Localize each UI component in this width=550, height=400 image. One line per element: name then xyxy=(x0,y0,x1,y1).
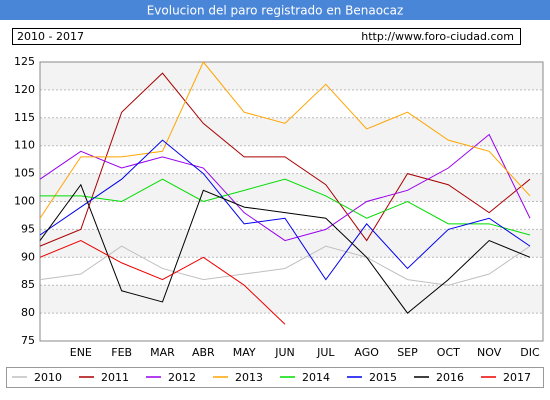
x-tick-label: MAY xyxy=(233,346,256,359)
y-tick-label: 105 xyxy=(14,167,35,180)
series-line xyxy=(39,139,531,281)
chart-title: Evolucion del paro registrado en Benaoca… xyxy=(147,4,404,18)
x-tick-label: JUN xyxy=(274,346,295,359)
series-line xyxy=(39,61,531,219)
legend-label: 2014 xyxy=(302,371,330,384)
x-tick-label: MAR xyxy=(150,346,175,359)
series-line xyxy=(39,133,531,242)
y-tick-label: 110 xyxy=(14,139,35,152)
legend-label: 2015 xyxy=(369,371,397,384)
y-tick-label: 120 xyxy=(14,83,35,96)
source: http://www.foro-ciudad.com xyxy=(361,30,514,43)
legend-label: 2010 xyxy=(34,371,62,384)
series-line xyxy=(39,183,531,314)
x-tick-label: NOV xyxy=(477,346,502,359)
y-tick-label: 75 xyxy=(21,334,35,347)
grid-band xyxy=(40,117,543,146)
subtitle: 2010 - 2017 xyxy=(17,30,84,43)
x-tick-label: ABR xyxy=(192,346,215,359)
grid-band xyxy=(40,62,543,90)
grid-band xyxy=(40,229,543,258)
y-tick-label: 95 xyxy=(21,222,35,235)
legend-label: 2012 xyxy=(168,371,196,384)
legend-label: 2013 xyxy=(235,371,263,384)
series-line xyxy=(39,72,531,247)
subtitle-box xyxy=(12,28,521,45)
y-tick-label: 80 xyxy=(21,306,35,319)
legend-label: 2011 xyxy=(101,371,129,384)
x-tick-label: FEB xyxy=(111,346,132,359)
x-tick-label: SEP xyxy=(397,346,418,359)
x-tick-label: DIC xyxy=(520,346,540,359)
x-tick-label: JUL xyxy=(316,346,335,359)
x-tick-label: AGO xyxy=(354,346,379,359)
series-line xyxy=(39,240,286,325)
y-tick-label: 85 xyxy=(21,278,35,291)
x-tick-label: ENE xyxy=(70,346,92,359)
legend xyxy=(6,367,544,388)
x-tick-label: OCT xyxy=(437,346,460,359)
y-tick-label: 100 xyxy=(14,195,35,208)
legend-label: 2017 xyxy=(503,371,531,384)
plot-frame xyxy=(39,61,544,342)
y-tick-label: 90 xyxy=(21,250,35,263)
grid-band xyxy=(40,173,543,202)
y-tick-label: 125 xyxy=(14,55,35,68)
grid-band xyxy=(40,285,543,314)
y-tick-label: 115 xyxy=(14,111,35,124)
legend-label: 2016 xyxy=(436,371,464,384)
series-line xyxy=(40,178,531,236)
title-bar xyxy=(0,0,550,20)
series-line xyxy=(39,245,531,286)
